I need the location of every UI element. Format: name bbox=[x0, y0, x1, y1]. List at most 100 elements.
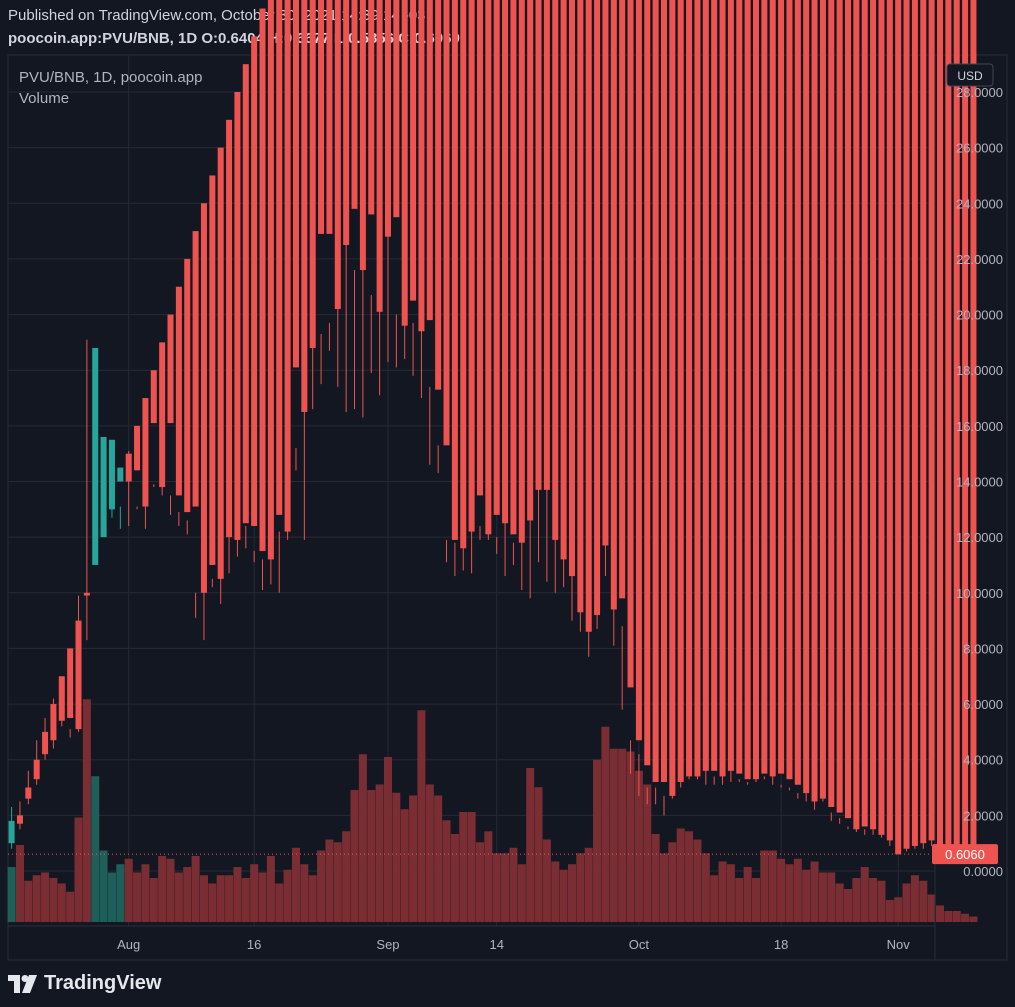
volume-bar bbox=[919, 880, 928, 922]
volume-bar bbox=[659, 853, 668, 922]
candle-body bbox=[318, 0, 325, 234]
candle-body bbox=[644, 0, 651, 766]
y-tick-label: 22.0000 bbox=[956, 252, 1003, 267]
candle-body bbox=[142, 398, 149, 507]
candle-body bbox=[627, 0, 634, 688]
y-tick-label: 6.0000 bbox=[963, 697, 1003, 712]
volume-bar bbox=[910, 875, 919, 922]
volume-bar bbox=[141, 864, 150, 922]
x-tick-label: 14 bbox=[489, 937, 503, 952]
last-price-label: 0.6060 bbox=[945, 847, 985, 862]
y-tick-label: 2.0000 bbox=[963, 808, 1003, 823]
y-tick-label: 16.0000 bbox=[956, 419, 1003, 434]
candle-body bbox=[510, 0, 517, 535]
volume-bar bbox=[952, 911, 961, 922]
volume-bar bbox=[241, 878, 250, 922]
candle-body bbox=[410, 0, 417, 301]
candle-body bbox=[903, 0, 910, 849]
volume-bar bbox=[501, 853, 510, 922]
candle-body bbox=[50, 704, 57, 741]
candle-body bbox=[108, 439, 115, 510]
candle-body bbox=[803, 0, 810, 794]
time-axis[interactable]: Aug 16 Sep 14 Oct 18 Nov bbox=[117, 937, 910, 952]
volume-bar bbox=[601, 726, 610, 922]
candle-body bbox=[234, 92, 241, 540]
tradingview-logo-icon bbox=[8, 974, 37, 993]
volume-bar bbox=[133, 872, 142, 922]
candle-body bbox=[401, 0, 408, 326]
volume-bar bbox=[509, 847, 518, 922]
candle-body bbox=[426, 0, 433, 321]
volume-bar bbox=[885, 900, 894, 922]
tradingview-brand[interactable]: TradingView bbox=[8, 972, 161, 995]
volume-bar bbox=[208, 883, 217, 922]
candle-body bbox=[945, 0, 952, 849]
candle-body bbox=[527, 0, 534, 521]
volume-bar bbox=[409, 795, 418, 922]
y-tick-label: 28.0000 bbox=[956, 85, 1003, 100]
candle-body bbox=[702, 0, 709, 771]
volume-bar bbox=[902, 883, 911, 922]
volume-bar bbox=[174, 872, 183, 922]
candle-body bbox=[577, 0, 584, 613]
volume-bar bbox=[199, 875, 208, 922]
candle-body bbox=[150, 370, 157, 424]
volume-bar bbox=[651, 834, 660, 922]
volume-bar bbox=[149, 878, 158, 922]
volume-bar bbox=[300, 864, 309, 922]
volume-bar bbox=[216, 875, 225, 922]
candle-body bbox=[42, 731, 49, 755]
volume-bar bbox=[342, 831, 351, 922]
volume-bar bbox=[367, 790, 376, 922]
volume-bar bbox=[400, 809, 409, 922]
volume-bar bbox=[392, 792, 401, 922]
candle-body bbox=[602, 0, 609, 546]
volume-bar bbox=[358, 754, 367, 922]
candle-body bbox=[200, 203, 207, 593]
candle-body bbox=[828, 0, 835, 808]
volume-bar bbox=[434, 795, 443, 922]
candle-body bbox=[476, 0, 483, 496]
volume-bar bbox=[158, 856, 167, 922]
chart-title: PVU/BNB, 1D, poocoin.app bbox=[19, 69, 202, 86]
currency-button[interactable] bbox=[946, 63, 994, 87]
y-tick-label: 26.0000 bbox=[956, 141, 1003, 156]
volume-bar bbox=[475, 842, 484, 922]
price-axis[interactable]: 28.0000 26.0000 24.0000 22.0000 20.0000 18.00… bbox=[956, 85, 1003, 879]
volume-bar bbox=[325, 839, 334, 922]
candle-body bbox=[953, 0, 960, 852]
brand-name: TradingView bbox=[44, 972, 162, 994]
volume-bar bbox=[559, 869, 568, 922]
volume-bar bbox=[442, 820, 451, 922]
candle-body bbox=[794, 0, 801, 785]
candle-body bbox=[518, 0, 525, 543]
candle-body bbox=[75, 620, 82, 730]
candle-body bbox=[610, 0, 617, 610]
candle-body bbox=[226, 119, 233, 538]
volume-bar bbox=[308, 875, 317, 922]
volume-bar bbox=[701, 853, 710, 922]
candle-body bbox=[535, 0, 542, 490]
candle-body bbox=[92, 347, 99, 565]
candle-body bbox=[309, 0, 316, 348]
volume-bar bbox=[810, 861, 819, 922]
x-tick-label: Sep bbox=[376, 937, 399, 952]
volume-bar bbox=[927, 894, 936, 922]
volume-bar bbox=[576, 853, 585, 922]
candle-body bbox=[83, 592, 90, 596]
volume-bar bbox=[74, 817, 83, 922]
volume-bar bbox=[693, 839, 702, 922]
volume-bar bbox=[317, 850, 326, 922]
candle-body bbox=[928, 0, 935, 841]
candle-body bbox=[134, 425, 141, 471]
candle-body bbox=[292, 0, 299, 368]
volume-bar bbox=[275, 883, 284, 922]
candle-body bbox=[585, 0, 592, 632]
candle-body bbox=[267, 0, 274, 560]
volume-bar bbox=[844, 889, 852, 922]
volume-bar bbox=[802, 869, 811, 922]
candle-body bbox=[502, 0, 509, 524]
candle-body bbox=[886, 0, 893, 841]
volume-bar bbox=[542, 839, 551, 922]
